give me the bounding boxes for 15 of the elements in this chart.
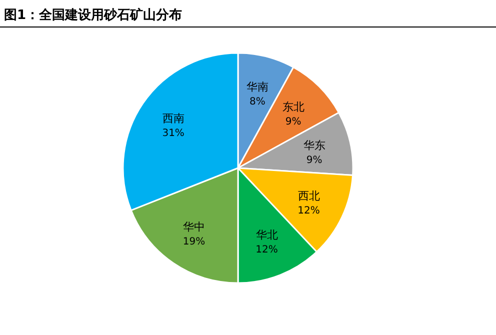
slice-label: 华中 [183, 220, 206, 234]
slice-label: 华东 [303, 138, 326, 152]
slice-label: 华北 [256, 228, 278, 242]
data-label: 31% [162, 128, 184, 140]
slice-label: 东北 [282, 100, 304, 114]
data-label: 9% [285, 116, 302, 128]
data-label: 9% [306, 154, 322, 166]
chart-title: 图1：全国建设用砂石矿山分布 [4, 7, 182, 23]
data-label: 12% [298, 205, 320, 216]
slice-label: 西南 [162, 112, 184, 126]
data-label: 12% [256, 244, 278, 256]
slice-label: 西北 [298, 189, 320, 202]
data-label: 19% [182, 236, 206, 248]
data-label: 8% [250, 96, 266, 108]
slice-label: 华南 [246, 80, 268, 94]
